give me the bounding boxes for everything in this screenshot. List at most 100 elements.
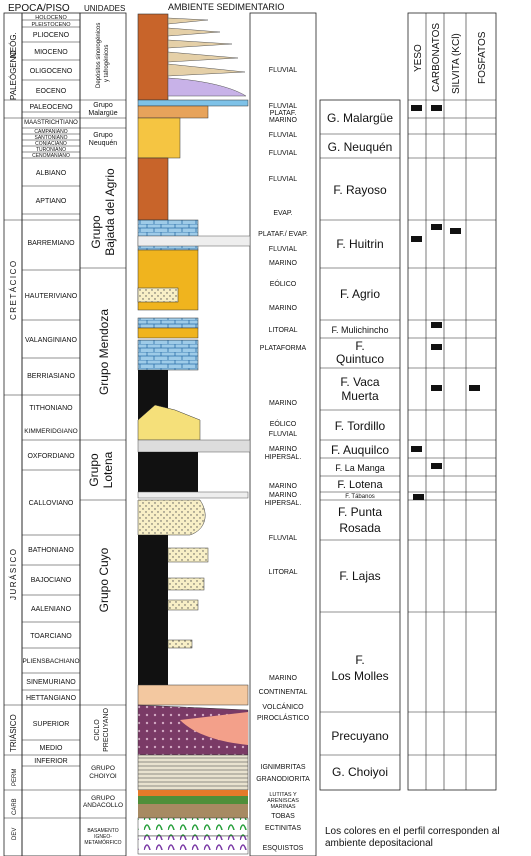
env-4: FLUVIAL xyxy=(269,132,298,139)
env-29: IGNIMBRITAS xyxy=(261,764,306,771)
header-epoca: EPOCA/PISO xyxy=(8,3,70,14)
mark-silvita-huitrin xyxy=(450,228,461,234)
unit-cuyo: Grupo Cuyo xyxy=(97,547,111,612)
env-26: CONTINENTAL xyxy=(259,689,308,696)
stage-turoniano: TURONIANO xyxy=(36,147,66,153)
env-23: FLUVIAL xyxy=(269,535,298,542)
formation-tabanos: F. Tábanos xyxy=(345,494,375,500)
period-triasico: TRIÁSICO xyxy=(9,714,18,752)
mark-carb-mulichincho xyxy=(431,322,442,328)
env-9: FLUVIAL xyxy=(269,246,298,253)
env-12: MARINO xyxy=(269,305,298,312)
header-unidades: UNIDADES xyxy=(84,4,125,13)
env-25: MARINO xyxy=(269,675,298,682)
env-16: EÓLICO xyxy=(270,419,297,428)
mineral-silvita: SILVITA (KCl) xyxy=(451,33,462,94)
env-30: GRANODIORITA xyxy=(256,776,310,783)
mark-yeso-auquilco xyxy=(411,446,422,452)
stage-holoceno: HOLOCENO xyxy=(35,15,67,21)
mark-carb-huitrin xyxy=(431,224,442,230)
stage-oxfordiano: OXFORDIANO xyxy=(27,453,75,460)
stage-sinemuriano: SINEMURIANO xyxy=(26,679,76,686)
env-22: HIPERSAL. xyxy=(265,500,302,507)
mineral-fosfatos: FOSFATOS xyxy=(477,31,488,84)
unit-basamento-2: IGNEO- xyxy=(94,834,112,840)
formation-neuquen: G. Neuquén xyxy=(328,140,393,154)
formation-huitrin: F. Huitrin xyxy=(336,237,383,251)
stage-mioceno: MIOCENO xyxy=(34,49,68,56)
unit-precuyano-2: PRECUYANO xyxy=(103,708,110,752)
env-0: FLUVIAL xyxy=(269,67,298,74)
formation-malargue: G. Malargüe xyxy=(327,111,393,125)
stage-pleistoceno: PLEISTOCENO xyxy=(31,22,71,28)
period-cretacico: CRETÁCICO xyxy=(9,259,18,320)
env-24: LITORAL xyxy=(268,569,297,576)
stage-barremiano: BARREMIANO xyxy=(27,240,75,247)
unit-lotena-1: Grupo xyxy=(87,453,101,487)
stage-plioceno: PLIOCENO xyxy=(33,32,70,39)
mark-yeso-tabanos xyxy=(413,494,424,500)
unit-bajada-1: Grupo xyxy=(89,215,103,249)
period-jurasico: JURÁSICO xyxy=(9,548,18,600)
formation-quintuco-1: F. xyxy=(355,339,364,353)
unit-basamento-3: METAMÓRFICO xyxy=(84,839,121,846)
stage-berriasiano: BERRIASIANO xyxy=(27,373,75,380)
env-31: LUTITAS Y xyxy=(269,792,297,798)
env-17: FLUVIAL xyxy=(269,431,298,438)
unit-precuyano-1: CICLO xyxy=(94,719,101,741)
env-7: EVAP. xyxy=(273,210,292,217)
formation-vacamuerta-1: F. Vaca xyxy=(340,375,379,389)
mark-carb-lamanga xyxy=(431,463,442,469)
stage-pliensbachiano: PLIENSBACHIANO xyxy=(22,658,79,665)
unit-basamento-1: BASAMENTO xyxy=(87,828,118,834)
env-34: TOBAS xyxy=(271,813,295,820)
period-paleogeno: PALEÓGENO xyxy=(9,50,18,100)
formation-vacamuerta-2: Muerta xyxy=(341,389,379,403)
env-5: FLUVIAL xyxy=(269,150,298,157)
lithologic-column xyxy=(137,13,251,855)
env-13: LITORAL xyxy=(268,327,297,334)
env-33: MARINAS xyxy=(270,804,295,810)
formation-agrio: F. Agrio xyxy=(340,287,380,301)
env-10: MARINO xyxy=(269,260,298,267)
mineral-yeso: YESO xyxy=(413,44,424,72)
env-2: PLATAF. xyxy=(270,110,297,117)
unit-malargue-2: Malargüe xyxy=(88,110,117,117)
mark-fosfatos-vacamuerta xyxy=(469,385,480,391)
stage-inferior: INFERIOR xyxy=(34,758,67,765)
formation-quintuco-2: Quintuco xyxy=(336,352,384,366)
unit-andacollo-1: GRUPO xyxy=(91,795,115,802)
stage-aaleniano: AALENIANO xyxy=(31,606,72,613)
mark-carb-vacamuerta xyxy=(431,385,442,391)
period-neogeno: NEÓG. xyxy=(9,32,18,58)
stage-eoceno: EOCENO xyxy=(36,88,67,95)
stage-kimmeridgiano: KIMMERIDGIANO xyxy=(24,428,77,435)
env-35: ECTINITAS xyxy=(265,825,301,832)
env-32: ARENISCAS xyxy=(267,798,299,804)
stage-bajociano: BAJOCIANO xyxy=(31,577,72,584)
header-ambiente: AMBIENTE SEDIMENTARIO xyxy=(168,2,284,12)
formation-lamanga: F. La Manga xyxy=(335,463,385,473)
stage-superior: SUPERIOR xyxy=(33,721,70,728)
formation-auquilco: F. Auquilco xyxy=(331,443,389,457)
period-dev: DEV xyxy=(12,828,18,840)
legend-note: Los colores en el perfil corresponden al… xyxy=(325,826,500,849)
stage-cenomaniano: CENOMANIANO xyxy=(32,153,70,159)
formation-lotena: F. Lotena xyxy=(337,479,383,491)
formation-precuyano: Precuyano xyxy=(331,729,389,743)
unit-bajada-2: Bajada del Agrio xyxy=(103,168,117,256)
stage-santoniano: SANTONIANO xyxy=(35,135,68,141)
stage-tithoniano: TITHONIANO xyxy=(29,405,73,412)
stage-campaniano: CAMPANIANO xyxy=(34,129,67,135)
formation-losmolles-1: F. xyxy=(355,653,364,667)
formation-puntarosada-2: Rosada xyxy=(339,521,381,535)
unit-depositos-2: y tafrogénicos xyxy=(104,45,110,82)
stage-albiano: ALBIANO xyxy=(36,170,67,177)
unit-lotena-2: Lotena xyxy=(101,451,115,488)
stage-oligoceno: OLIGOCENO xyxy=(30,68,73,75)
env-3: MARINO xyxy=(269,117,298,124)
stage-hauteriviano: HAUTERIVIANO xyxy=(25,293,78,300)
env-1: FLUVIAL xyxy=(269,103,298,110)
env-36: ESQUISTOS xyxy=(263,845,304,852)
